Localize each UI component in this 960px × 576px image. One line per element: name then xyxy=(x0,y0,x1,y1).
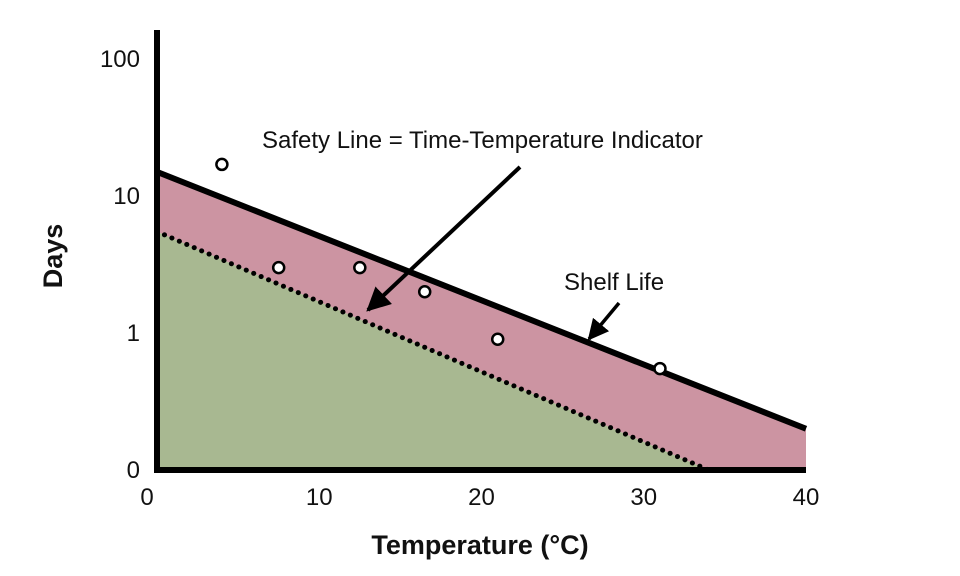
x-tick-label-10: 10 xyxy=(306,484,333,511)
annotations-layer: Safety Line = Time-Temperature Indicator… xyxy=(262,127,703,341)
data-point-3 xyxy=(353,260,367,275)
data-point-2 xyxy=(271,260,286,275)
x-tick-label-30: 30 xyxy=(630,484,657,511)
data-point-4 xyxy=(417,285,432,299)
y-tick-label-10: 10 xyxy=(113,183,140,210)
x-axis-title: Temperature (°C) xyxy=(371,530,588,560)
lines-layer xyxy=(154,169,808,473)
shelf-life-arrow xyxy=(587,301,621,341)
data-point-5 xyxy=(490,332,505,347)
y-axis-title: Days xyxy=(38,224,68,289)
safety-line-annotation: Safety Line = Time-Temperature Indicator xyxy=(262,127,703,154)
points-layer xyxy=(215,157,667,376)
region-between xyxy=(157,171,806,471)
x-tick-label-20: 20 xyxy=(468,484,495,511)
data-point-6 xyxy=(653,361,667,376)
x-tick-labels: 0 10 20 30 40 xyxy=(140,484,819,511)
series-line-shelf xyxy=(155,169,808,432)
regions-layer xyxy=(157,171,806,471)
x-tick-label-40: 40 xyxy=(793,484,820,511)
y-tick-labels: 0 1 10 100 xyxy=(100,46,140,484)
y-tick-label-100: 100 xyxy=(100,46,140,73)
y-tick-label-1: 1 xyxy=(127,320,140,347)
safety-line-arrow xyxy=(366,165,522,312)
shelf-life-annotation: Shelf Life xyxy=(564,269,664,296)
x-tick-label-0: 0 xyxy=(140,484,153,511)
y-tick-label-0: 0 xyxy=(127,457,140,484)
series-line-safety xyxy=(154,229,712,473)
data-point-1 xyxy=(215,157,229,172)
